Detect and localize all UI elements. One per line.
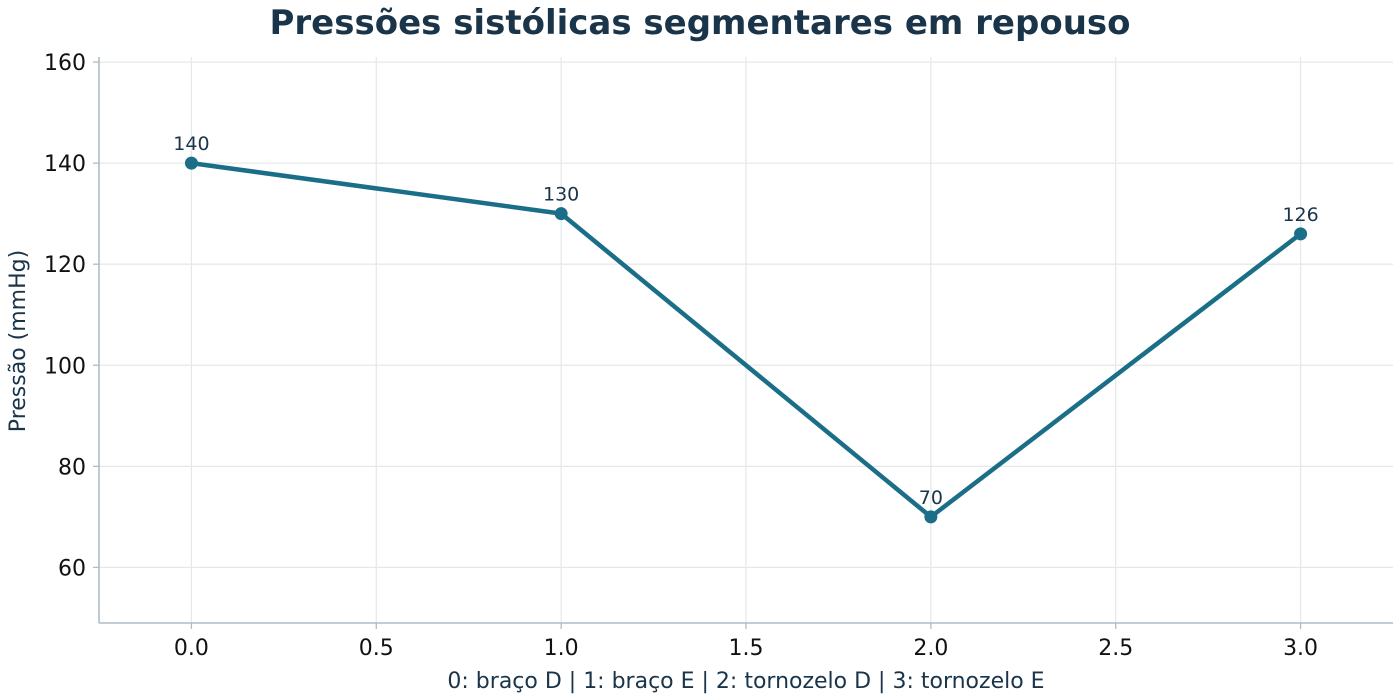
chart-title: Pressões sistólicas segmentares em repou… — [269, 3, 1130, 43]
data-label: 140 — [173, 133, 209, 155]
grid — [99, 57, 1393, 623]
y-tick-label: 120 — [44, 253, 86, 278]
x-tick-label: 2.0 — [913, 636, 948, 661]
x-tick-label: 0.5 — [359, 636, 394, 661]
data-point — [1294, 227, 1308, 241]
x-tick-label: 1.5 — [729, 636, 764, 661]
y-tick-label: 80 — [58, 455, 86, 480]
series: 140 130 70 126 — [173, 133, 1319, 524]
x-tick-label: 3.0 — [1283, 636, 1318, 661]
y-tick-label: 140 — [44, 152, 86, 177]
x-tick-label: 2.5 — [1098, 636, 1133, 661]
x-tick-label: 1.0 — [544, 636, 579, 661]
data-point — [184, 156, 198, 170]
series-line — [189, 160, 1303, 520]
data-label: 130 — [543, 184, 579, 206]
y-tick-label: 160 — [44, 51, 86, 76]
y-axis-label: Pressão (mmHg) — [6, 250, 31, 432]
x-tick-label: 0.0 — [174, 636, 209, 661]
x-axis-label: 0: braço D | 1: braço E | 2: tornozelo D… — [447, 669, 1044, 694]
data-label: 126 — [1282, 204, 1318, 226]
data-point — [554, 207, 568, 221]
y-tick-label: 60 — [58, 556, 86, 581]
ticks: 0.0 0.5 1.0 1.5 2.0 2.5 3.0 60 80 100 120 140 160 — [44, 51, 1318, 661]
data-point — [924, 510, 938, 524]
data-label: 70 — [919, 487, 943, 509]
y-tick-label: 100 — [44, 354, 86, 379]
